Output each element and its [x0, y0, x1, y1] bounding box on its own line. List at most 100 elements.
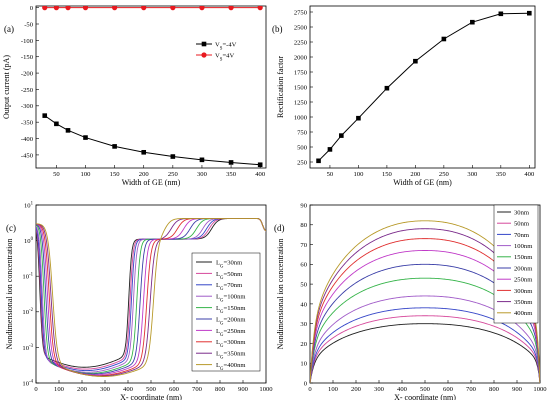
data-point [199, 157, 205, 163]
y-tick-label: 2500 [294, 24, 308, 31]
y-tick-label: 1500 [294, 84, 308, 91]
y-tick-label: -200 [21, 70, 34, 77]
x-tick-label: 150 [110, 171, 121, 178]
legend-entry: LG=250nm [216, 328, 246, 338]
data-point [53, 6, 59, 11]
data-point [384, 85, 390, 91]
x-tick-label: 1000 [533, 386, 547, 393]
y-tick-label: 20 [300, 341, 307, 348]
data-point [42, 113, 48, 118]
legend-entry: LG=70nm [216, 282, 243, 292]
data-point [413, 58, 418, 64]
x-tick-label: 100 [353, 171, 364, 178]
x-tick-label: 250 [439, 171, 450, 178]
data-point [65, 6, 71, 11]
y-tick-label: 10-1 [22, 273, 33, 281]
data-point [141, 149, 147, 155]
x-tick-label: 100 [328, 386, 339, 393]
y-tick-label: 101 [24, 201, 34, 209]
x-tick-label: 100 [81, 171, 92, 178]
x-tick-label: 400 [123, 386, 134, 393]
x-axis-label: X- coordinate (nm) [120, 393, 182, 400]
data-point [54, 121, 59, 127]
data-point [327, 147, 333, 152]
series-line-0 [318, 12, 530, 162]
y-tick-label: 10-3 [22, 344, 33, 352]
data-point [356, 115, 361, 121]
panel-b: 50 100 150 200 250 300 350 400 250 500 750 1000 1250… [272, 5, 536, 187]
panel-label: (d) [274, 223, 285, 233]
legend-entry: LG=150nm [216, 305, 246, 315]
y-tick-label: 70 [300, 242, 307, 249]
x-tick-label: 50 [327, 171, 334, 178]
plot-frame [35, 5, 267, 169]
panel-label: (c) [6, 223, 16, 233]
y-tick-label: 500 [297, 144, 308, 151]
legend-entry: 50nm [514, 221, 530, 228]
x-tick-label: 0 [34, 386, 38, 393]
x-axis-label: X- coordinate (nm) [394, 393, 456, 400]
data-point [83, 135, 88, 140]
legend-entry: LG=100nm [216, 294, 246, 304]
y-tick-label: 40 [300, 301, 307, 308]
x-tick-label: 700 [192, 386, 203, 393]
x-tick-label: 250 [168, 171, 179, 178]
x-tick-label: 200 [77, 386, 88, 393]
x-tick-label: 900 [512, 386, 523, 393]
y-tick-label: 80 [300, 222, 307, 229]
y-tick-label: 2750 [294, 9, 308, 16]
data-point [257, 162, 263, 168]
legend-entry: VS=-4V [215, 41, 237, 51]
x-tick-label: 300 [374, 386, 385, 393]
plot-area [42, 6, 263, 168]
x-tick-label: 1000 [259, 386, 273, 393]
x-axis-label: Width of GE (nm) [122, 178, 181, 187]
x-tick-label: 400 [524, 171, 535, 178]
y-tick-label: 10-2 [22, 308, 33, 316]
legend-entry: 100nm [514, 243, 533, 250]
x-tick-label: 600 [169, 386, 180, 393]
data-point [82, 6, 89, 11]
y-tick-label: 50 [300, 282, 307, 289]
y-tick-label: 2000 [294, 54, 308, 61]
panel-label: (b) [272, 24, 283, 34]
panel-label: (a) [4, 24, 14, 34]
series-line-9 [36, 217, 266, 377]
panel-c: 0 100 200 300 400 500 600 700 800 900 1000 10-4 10-3… [5, 201, 273, 400]
legend-box [493, 204, 539, 324]
data-point [228, 160, 234, 165]
data-point [42, 6, 48, 11]
legend-entry: 200nm [514, 265, 533, 272]
legend-marker [201, 41, 207, 47]
x-tick-label: 900 [238, 386, 249, 393]
x-tick-label: 350 [226, 171, 237, 178]
y-tick-label: -400 [21, 136, 34, 143]
legend-entry: 30nm [514, 209, 530, 216]
legend-marker [201, 52, 207, 58]
x-tick-label: 0 [308, 386, 312, 393]
x-tick-label: 300 [467, 171, 478, 178]
y-tick-label: -450 [21, 152, 34, 159]
y-tick-label: 0 [30, 5, 34, 12]
data-point [441, 36, 447, 42]
y-tick-label: 1750 [294, 69, 308, 76]
data-point [257, 6, 263, 11]
y-tick-label: -50 [24, 21, 33, 28]
plot-area [36, 217, 266, 377]
x-tick-label: 300 [100, 386, 111, 393]
x-tick-label: 50 [53, 171, 60, 178]
y-axis-label: Output current (pA) [2, 55, 11, 119]
data-point [316, 158, 321, 164]
y-tick-label: 60 [300, 262, 307, 269]
x-tick-label: 300 [197, 171, 208, 178]
y-tick-label: 2250 [294, 39, 308, 46]
x-tick-label: 500 [420, 386, 431, 393]
data-point [228, 6, 234, 11]
series-line-0 [310, 323, 540, 383]
legend-entry: LG=400nm [216, 362, 246, 372]
legend-entry: 400nm [514, 310, 533, 317]
y-tick-label: -150 [21, 54, 34, 61]
y-tick-label: -300 [21, 103, 34, 110]
y-tick-label: -350 [21, 120, 34, 127]
plot-area [316, 10, 532, 164]
